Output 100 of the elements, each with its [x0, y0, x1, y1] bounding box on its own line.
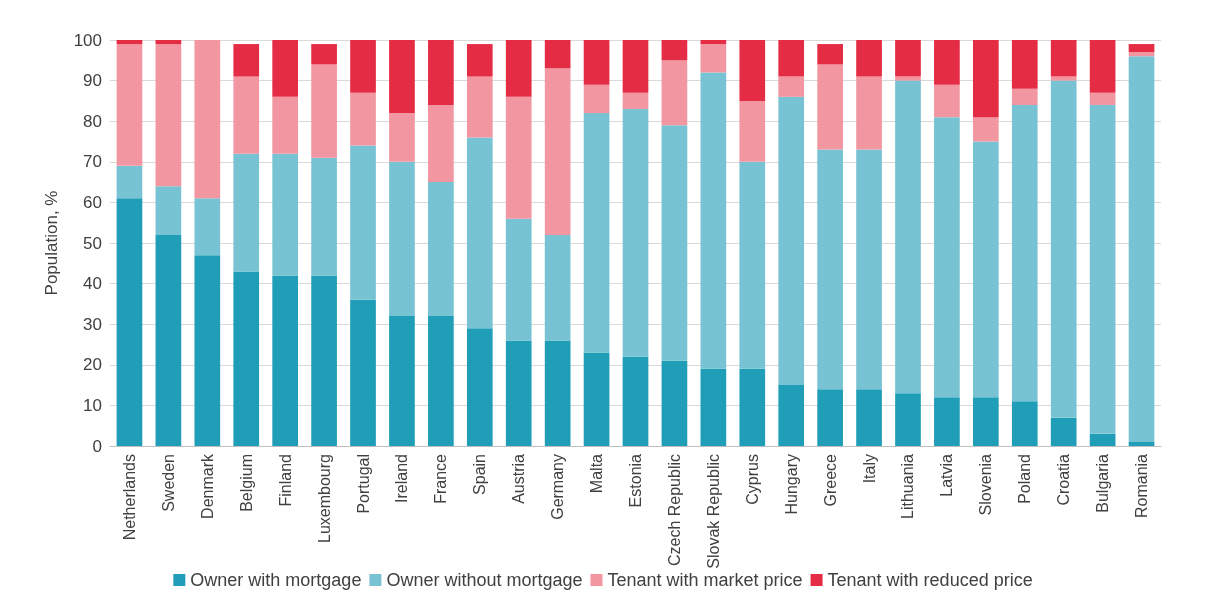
bar [895, 393, 921, 446]
bar [428, 316, 454, 446]
bar [466, 76, 493, 138]
y-tick-label: 50 [83, 233, 102, 253]
bar [622, 356, 649, 446]
bar [778, 76, 805, 97]
x-tick-label: Luxembourg [315, 454, 333, 543]
bar [972, 397, 999, 446]
x-tick-label: Denmark [198, 453, 216, 519]
x-tick-label: Poland [1016, 454, 1034, 504]
bar [972, 141, 999, 398]
bar [350, 40, 376, 93]
bar [934, 117, 960, 398]
x-tick-label: France [432, 453, 450, 504]
bar [856, 389, 882, 446]
bar [1050, 40, 1077, 77]
bar [1050, 80, 1077, 418]
bar [778, 96, 805, 386]
bar [155, 186, 182, 235]
x-tick-label: Hungary [782, 454, 800, 515]
legend-label: Tenant with reduced price [827, 570, 1033, 590]
bar [934, 397, 960, 446]
bar [466, 44, 493, 77]
legend-label: Owner without mortgage [386, 570, 583, 590]
bar [466, 328, 493, 446]
bar [661, 40, 688, 61]
bar [311, 275, 337, 446]
bar [972, 117, 999, 142]
bar [1128, 441, 1155, 446]
x-tick-label: Latvia [938, 453, 956, 497]
bar [116, 44, 143, 166]
bar [311, 157, 337, 276]
bar [116, 40, 143, 45]
bar [272, 275, 299, 446]
bar [583, 113, 610, 353]
x-tick-label: Slovak Republic [704, 454, 722, 569]
bar [661, 360, 688, 446]
bar [428, 182, 454, 317]
y-tick-label: 60 [83, 192, 102, 212]
bar [934, 40, 960, 85]
bar [700, 72, 727, 369]
bar [155, 44, 182, 187]
x-tick-label: Malta [588, 453, 606, 494]
bar [700, 40, 727, 45]
x-tick-label: Slovenia [977, 453, 995, 516]
bar [622, 40, 649, 93]
bar [817, 64, 843, 150]
x-tick-label: Portugal [354, 454, 372, 514]
x-tick-label: Sweden [159, 454, 177, 512]
bar [583, 40, 610, 85]
bar [233, 153, 260, 272]
bar [856, 40, 882, 77]
x-tick-label: Spain [471, 454, 489, 495]
bar [233, 271, 260, 446]
bar [505, 218, 532, 341]
bar [661, 125, 688, 361]
x-tick-label: Lithuania [899, 453, 917, 519]
bar [583, 352, 610, 446]
bar [895, 80, 921, 394]
x-tick-label: Belgium [237, 454, 255, 512]
y-axis-title: Population, % [42, 190, 61, 296]
bar [505, 40, 532, 97]
bar [778, 385, 805, 446]
bar [895, 40, 921, 77]
bar [739, 100, 766, 162]
y-tick-label: 20 [83, 355, 102, 375]
bar [311, 64, 337, 158]
bar [544, 234, 571, 341]
y-tick-label: 100 [73, 30, 102, 50]
y-tick-label: 0 [92, 436, 102, 456]
bar [1089, 92, 1116, 105]
y-tick-label: 90 [83, 71, 102, 91]
bar [350, 299, 376, 446]
legend-label: Tenant with market price [607, 570, 803, 590]
bar [700, 368, 727, 446]
bar [544, 68, 571, 235]
bar [155, 234, 182, 446]
x-tick-label: Netherlands [120, 454, 138, 541]
bar [1050, 76, 1077, 81]
bar [817, 44, 843, 65]
bar [233, 76, 260, 154]
bar [544, 40, 571, 69]
bar [350, 92, 376, 146]
x-tick-label: Italy [860, 454, 878, 484]
bar [389, 316, 415, 446]
x-tick-label: Bulgaria [1094, 453, 1112, 513]
x-tick-label: Cyprus [743, 454, 761, 505]
bar [1011, 401, 1038, 446]
bar [428, 104, 454, 183]
bar [972, 40, 999, 118]
x-tick-label: Croatia [1055, 453, 1073, 506]
bar [1128, 44, 1155, 53]
x-tick-label: Ireland [393, 454, 411, 503]
bar [389, 161, 415, 317]
bar [622, 92, 649, 110]
y-tick-label: 80 [83, 111, 102, 131]
x-tick-label: Czech Republic [665, 454, 683, 567]
bar [272, 96, 299, 154]
bar [311, 44, 337, 65]
x-tick-label: Germany [549, 454, 567, 520]
